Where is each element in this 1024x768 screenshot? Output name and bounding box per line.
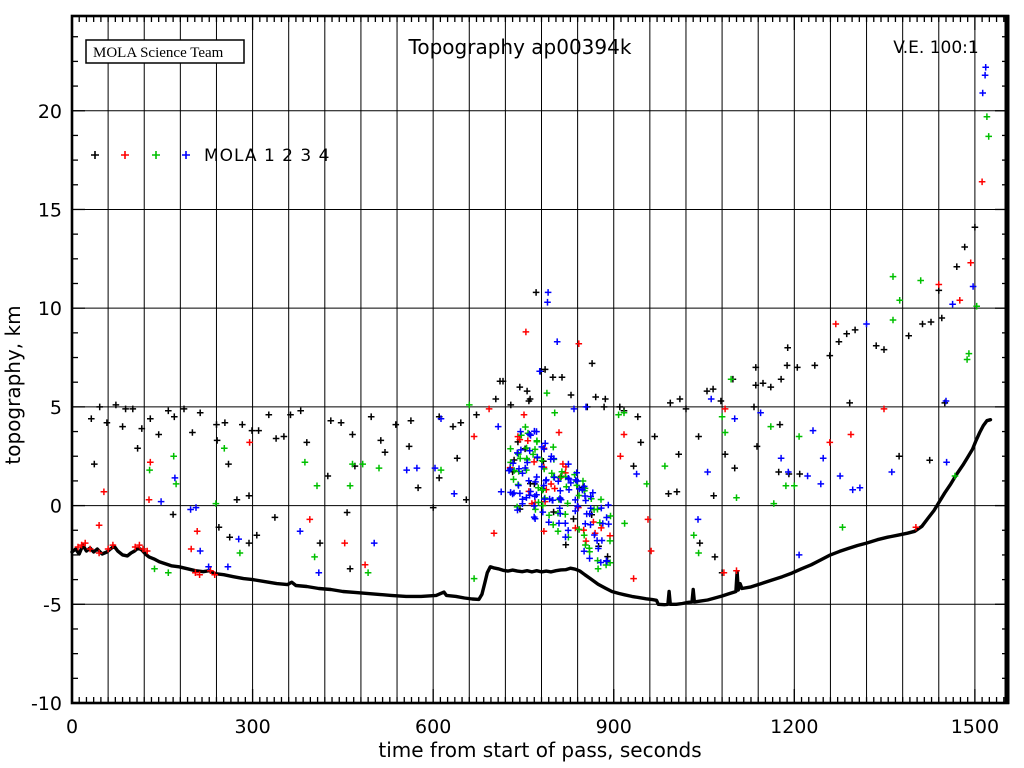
data-points — [70, 64, 993, 607]
grid-lines — [72, 16, 1008, 703]
x-tick-label: 600 — [415, 716, 451, 738]
legend: MOLA 1 2 3 4 — [91, 146, 330, 166]
y-axis-title: topography, km — [1, 305, 25, 464]
x-axis-title: time from start of pass, seconds — [378, 738, 701, 762]
y-tick-label: 5 — [50, 397, 62, 419]
plot-frame — [70, 14, 1010, 705]
scatter-mola1 — [88, 223, 979, 576]
y-tick-label: -5 — [43, 594, 62, 616]
scatter-mola4 — [157, 64, 989, 576]
tick-labels: 0 300 600 900 1200 1500 -10 -5 0 5 10 15 20 — [31, 101, 999, 738]
chart-title: Topography ap00394k — [408, 35, 632, 59]
y-tick-label: 20 — [38, 101, 62, 123]
y-tick-label: 0 — [50, 496, 62, 518]
scatter-mola2 — [74, 178, 986, 582]
vertical-exaggeration-label: V.E. 100:1 — [893, 38, 978, 58]
legend-marker-mola4 — [182, 151, 190, 159]
x-tick-label: 0 — [66, 716, 78, 738]
legend-marker-mola1 — [91, 151, 99, 159]
y-tick-label: 10 — [38, 298, 62, 320]
ground-track-trace — [70, 418, 993, 607]
x-tick-label: 1500 — [951, 716, 999, 738]
credit-box-label: MOLA Science Team — [93, 45, 224, 61]
legend-markers — [91, 151, 190, 159]
legend-marker-mola3 — [152, 151, 160, 159]
legend-marker-mola2 — [121, 151, 129, 159]
legend-label: MOLA 1 2 3 4 — [204, 146, 330, 166]
credit-box-border — [85, 39, 245, 64]
axis-ticks — [72, 16, 1008, 703]
y-tick-label: 15 — [38, 199, 62, 221]
y-tick-label: -10 — [31, 693, 62, 715]
x-tick-label: 900 — [596, 716, 632, 738]
scatter-mola3 — [146, 113, 992, 582]
x-tick-label: 1200 — [770, 716, 818, 738]
x-tick-label: 300 — [234, 716, 270, 738]
